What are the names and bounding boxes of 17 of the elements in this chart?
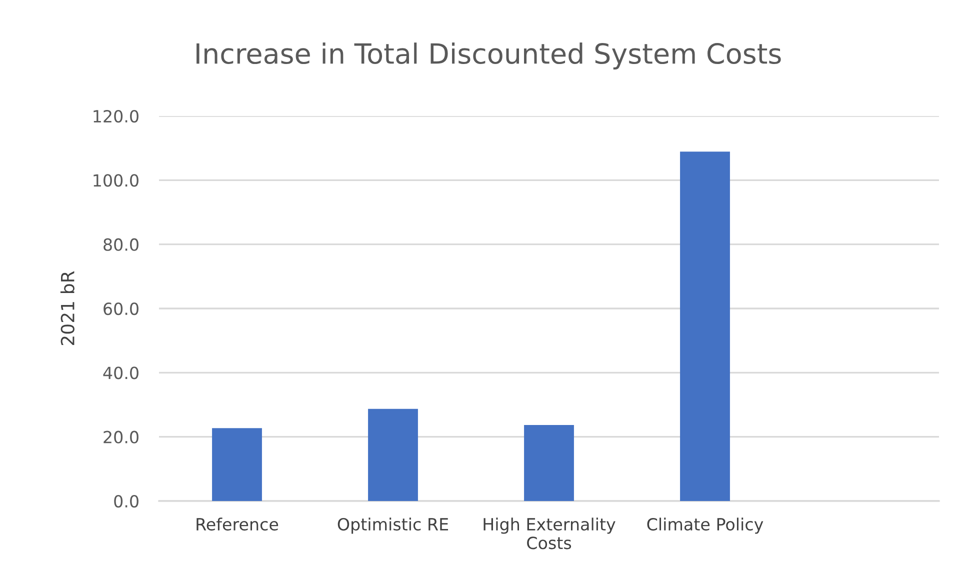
y-tick-label: 80.0	[104, 238, 138, 251]
y-tick-label: 100.0	[94, 174, 138, 187]
y-tick-label: 120.0	[94, 110, 138, 123]
y-axis-title: 2021 bR	[60, 271, 74, 346]
bar	[212, 428, 262, 501]
y-tick-label: 60.0	[104, 302, 138, 316]
x-tick-label: Climate Policy	[647, 518, 764, 534]
x-tick-label: High Externality Costs	[484, 518, 616, 550]
y-tick-label: 20.0	[104, 430, 138, 444]
y-tick-label: 40.0	[103, 366, 138, 380]
x-tick-label: Optimistic RE	[338, 518, 448, 534]
bar	[368, 408, 418, 501]
bar	[680, 152, 730, 501]
y-tick-label: 0.0	[114, 494, 138, 508]
chart-title: Increase in Total Discounted System Costs	[196, 42, 781, 70]
x-tick-label: Reference	[196, 518, 278, 531]
bar	[524, 424, 574, 501]
